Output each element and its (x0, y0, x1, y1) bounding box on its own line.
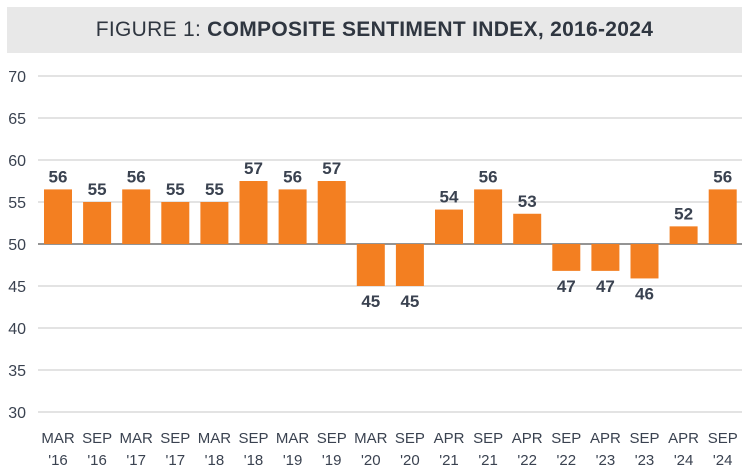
bar (83, 202, 112, 244)
x-tick-label-month: APR (434, 430, 465, 447)
chart-title: COMPOSITE SENTIMENT INDEX, 2016-2024 (207, 18, 654, 41)
bar (395, 244, 424, 286)
chart-title-bar: FIGURE 1: COMPOSITE SENTIMENT INDEX, 201… (7, 7, 742, 53)
data-label: 45 (361, 292, 380, 311)
x-tick-label-year: '21 (478, 452, 498, 469)
data-label: 55 (166, 180, 185, 199)
x-tick-label-year: '23 (635, 452, 655, 469)
x-tick-label-month: SEP (551, 430, 581, 447)
x-tick-label-month: SEP (238, 430, 268, 447)
data-label: 56 (479, 167, 498, 186)
data-label: 52 (674, 204, 693, 223)
x-tick-label-year: '18 (205, 452, 225, 469)
data-label: 56 (713, 167, 732, 186)
y-tick-label: 65 (8, 111, 26, 128)
data-label: 56 (127, 167, 146, 186)
x-tick-label-month: APR (668, 430, 699, 447)
x-tick-label-month: SEP (160, 430, 190, 447)
grid-lines (38, 75, 742, 413)
data-label: 56 (283, 167, 302, 186)
chart-title-prefix: FIGURE 1: (95, 18, 202, 41)
data-label: 57 (244, 159, 263, 178)
x-tick-label-month: APR (512, 430, 543, 447)
x-tick-label-month: MAR (198, 430, 232, 447)
x-tick-label-year: '21 (439, 452, 459, 469)
data-label: 57 (322, 159, 341, 178)
bar (708, 189, 737, 244)
y-tick-label: 45 (8, 279, 26, 296)
x-tick-label-month: MAR (41, 430, 75, 447)
data-label: 56 (49, 167, 68, 186)
data-label: 54 (440, 188, 459, 207)
bar (161, 202, 190, 244)
bar (630, 244, 659, 279)
x-tick-label-month: MAR (354, 430, 388, 447)
data-label: 55 (88, 180, 107, 199)
x-tick-label-year: '23 (596, 452, 616, 469)
x-tick-label-year: '20 (400, 452, 420, 469)
x-tick-label-month: SEP (82, 430, 112, 447)
x-tick-label-month: APR (590, 430, 621, 447)
y-tick-label: 55 (8, 195, 26, 212)
bar (356, 244, 385, 286)
bar (239, 181, 268, 244)
x-tick-label-year: '16 (48, 452, 68, 469)
x-tick-label-month: SEP (395, 430, 425, 447)
x-tick-label-year: '22 (517, 452, 537, 469)
bar (200, 202, 229, 244)
bar (278, 189, 307, 244)
x-axis: MAR '16 SEP '16 MAR '17 SEP '17 MAR '18 SEP '18 MAR '… (41, 430, 737, 469)
data-label: 53 (518, 192, 537, 211)
x-tick-label-month: SEP (708, 430, 738, 447)
bar (513, 213, 542, 244)
y-tick-label: 50 (8, 237, 26, 254)
x-tick-label-year: '20 (361, 452, 381, 469)
x-tick-label-year: '24 (713, 452, 733, 469)
y-axis: 30 35 40 45 50 55 60 65 70 (8, 69, 26, 422)
bar (44, 189, 72, 244)
bar (435, 209, 463, 244)
x-tick-label-year: '19 (322, 452, 342, 469)
data-labels: 56 55 56 55 55 57 56 57 45 45 54 56 53 47 47 46 52 56 (49, 159, 733, 311)
y-tick-label: 40 (8, 321, 26, 338)
data-label: 47 (596, 277, 615, 296)
bar (591, 244, 620, 271)
x-tick-label-year: '16 (87, 452, 107, 469)
x-tick-label-year: '19 (283, 452, 303, 469)
bar (669, 226, 698, 244)
y-tick-label: 35 (8, 363, 26, 380)
bar (122, 189, 151, 244)
bar (317, 181, 346, 244)
x-tick-label-year: '17 (126, 452, 146, 469)
x-tick-label-year: '24 (674, 452, 694, 469)
x-tick-label-year: '22 (557, 452, 577, 469)
x-tick-label-month: MAR (276, 430, 310, 447)
y-tick-label: 30 (8, 405, 26, 422)
data-label: 47 (557, 277, 576, 296)
y-tick-label: 70 (8, 69, 26, 86)
bars (44, 181, 737, 286)
x-tick-label-year: '18 (244, 452, 264, 469)
x-tick-label-month: SEP (317, 430, 347, 447)
bar (474, 189, 503, 244)
y-tick-label: 60 (8, 153, 26, 170)
bar (552, 244, 581, 271)
data-label: 45 (400, 292, 419, 311)
x-tick-label-month: SEP (473, 430, 503, 447)
x-tick-label-year: '17 (166, 452, 186, 469)
data-label: 55 (205, 180, 224, 199)
x-tick-label-month: MAR (120, 430, 154, 447)
x-tick-label-month: SEP (629, 430, 659, 447)
data-label: 46 (635, 284, 654, 303)
